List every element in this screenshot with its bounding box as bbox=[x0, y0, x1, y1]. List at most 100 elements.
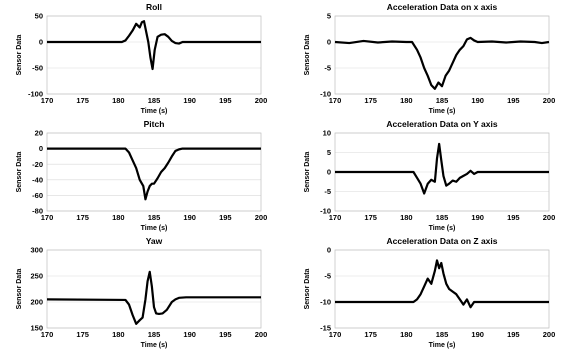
series-line bbox=[334, 36, 550, 90]
x-axis-label: Time (s) bbox=[429, 225, 456, 232]
x-tick-label: 185 bbox=[148, 96, 161, 105]
y-tick-label: -50 bbox=[32, 64, 43, 73]
x-axis-label: Time (s) bbox=[141, 225, 168, 232]
chart-svg: Roll -100 -50 0 50 170 175 180 185 190 195 200 Time … bbox=[16, 2, 268, 115]
y-tick-label: -20 bbox=[32, 160, 43, 169]
x-tick-label: 190 bbox=[183, 330, 196, 339]
y-tick-label: -40 bbox=[32, 175, 43, 184]
x-tick-label: 190 bbox=[471, 213, 484, 222]
chart-svg: Yaw 150 200 250 300 170 175 180 185 190 195 200 Time… bbox=[16, 236, 268, 349]
y-tick-label: 0 bbox=[39, 144, 43, 153]
chart-roll: Roll -100 -50 0 50 170 175 180 185 190 195 200 Time … bbox=[0, 0, 288, 117]
x-tick-label: 180 bbox=[400, 96, 413, 105]
y-tick-label: 10 bbox=[323, 129, 331, 138]
plot-area bbox=[46, 132, 262, 212]
series-line bbox=[335, 259, 549, 309]
y-axis-label: Sensor Data bbox=[16, 34, 23, 75]
x-tick-label: 180 bbox=[112, 213, 125, 222]
series-line bbox=[47, 147, 261, 201]
y-tick-label: 300 bbox=[30, 246, 43, 255]
y-tick-label: 200 bbox=[30, 298, 43, 307]
x-tick-label: 195 bbox=[507, 213, 520, 222]
series-line bbox=[335, 142, 549, 195]
y-tick-label: -100 bbox=[28, 90, 43, 99]
chart-title: Acceleration Data on Z axis bbox=[386, 236, 497, 246]
x-tick-label: 170 bbox=[329, 330, 342, 339]
y-tick-label: 50 bbox=[35, 12, 43, 21]
y-axis-label: Sensor Data bbox=[304, 268, 311, 309]
x-tick-label: 200 bbox=[255, 330, 268, 339]
x-tick-label: 185 bbox=[436, 213, 449, 222]
x-tick-label: 180 bbox=[112, 330, 125, 339]
y-axis-label: Sensor Data bbox=[304, 34, 311, 75]
chart-accel-y: Acceleration Data on Y axis -10 -5 0 5 10 170 1… bbox=[288, 117, 576, 234]
chart-svg: Acceleration Data on Y axis -10 -5 0 5 10 170 1… bbox=[304, 119, 556, 232]
x-tick-label: 170 bbox=[41, 96, 54, 105]
x-tick-label: 195 bbox=[507, 96, 520, 105]
x-tick-label: 170 bbox=[41, 330, 54, 339]
chart-svg: Pitch -80 -60 -40 -20 0 20 170 175 180 185 190 195 20… bbox=[16, 119, 267, 232]
y-tick-label: 0 bbox=[327, 168, 331, 177]
x-tick-label: 175 bbox=[364, 96, 377, 105]
x-tick-label: 185 bbox=[436, 330, 449, 339]
x-axis-label: Time (s) bbox=[141, 108, 168, 115]
x-tick-label: 195 bbox=[507, 330, 520, 339]
chart-title: Yaw bbox=[146, 236, 163, 246]
x-tick-label: 185 bbox=[148, 330, 161, 339]
x-axis-label: Time (s) bbox=[429, 342, 456, 349]
x-tick-label: 170 bbox=[329, 213, 342, 222]
chart-svg: Acceleration Data on x axis -10 -5 0 5 170 175… bbox=[304, 2, 556, 115]
y-tick-label: 5 bbox=[327, 12, 331, 21]
x-tick-label: 175 bbox=[364, 330, 377, 339]
x-axis-label: Time (s) bbox=[429, 108, 456, 115]
x-tick-label: 190 bbox=[471, 330, 484, 339]
x-tick-label: 200 bbox=[543, 330, 556, 339]
y-axis-label: Sensor Data bbox=[16, 268, 23, 309]
chart-title: Roll bbox=[146, 2, 162, 12]
x-tick-label: 190 bbox=[183, 96, 196, 105]
plot-area bbox=[46, 249, 262, 329]
x-tick-label: 180 bbox=[400, 213, 413, 222]
x-tick-label: 185 bbox=[148, 213, 161, 222]
y-tick-label: 20 bbox=[35, 129, 43, 138]
x-tick-label: 175 bbox=[76, 330, 89, 339]
y-tick-label: -10 bbox=[320, 298, 331, 307]
y-tick-label: 0 bbox=[327, 246, 331, 255]
chart-accel-z: Acceleration Data on Z axis -15 -10 -5 0 170 1… bbox=[288, 234, 576, 351]
x-tick-label: 200 bbox=[255, 96, 268, 105]
x-tick-label: 200 bbox=[543, 213, 556, 222]
x-tick-label: 170 bbox=[41, 213, 54, 222]
y-tick-label: 5 bbox=[327, 148, 331, 157]
y-tick-label: -10 bbox=[320, 207, 331, 216]
y-tick-label: -80 bbox=[32, 207, 43, 216]
y-tick-label: 0 bbox=[327, 38, 331, 47]
y-tick-label: -15 bbox=[320, 324, 331, 333]
x-tick-label: 190 bbox=[183, 213, 196, 222]
y-tick-label: 150 bbox=[30, 324, 43, 333]
chart-title: Acceleration Data on x axis bbox=[387, 2, 498, 12]
x-tick-label: 180 bbox=[112, 96, 125, 105]
y-axis-label: Sensor Data bbox=[16, 151, 23, 192]
x-tick-label: 190 bbox=[471, 96, 484, 105]
x-tick-label: 200 bbox=[543, 96, 556, 105]
plot-area bbox=[334, 249, 550, 329]
series-line bbox=[47, 20, 261, 71]
plot-area bbox=[334, 15, 550, 95]
x-tick-label: 170 bbox=[329, 96, 342, 105]
chart-svg: Acceleration Data on Z axis -15 -10 -5 0 170 1… bbox=[304, 236, 556, 349]
x-tick-label: 175 bbox=[76, 213, 89, 222]
y-tick-label: 0 bbox=[39, 38, 43, 47]
y-tick-label: -10 bbox=[320, 90, 331, 99]
chart-title: Pitch bbox=[144, 119, 165, 129]
x-tick-label: 195 bbox=[219, 96, 232, 105]
x-tick-label: 180 bbox=[400, 330, 413, 339]
plot-area bbox=[46, 15, 262, 95]
y-tick-label: -60 bbox=[32, 191, 43, 200]
chart-title: Acceleration Data on Y axis bbox=[386, 119, 497, 129]
x-tick-label: 195 bbox=[219, 330, 232, 339]
y-tick-label: -5 bbox=[324, 272, 331, 281]
x-tick-label: 175 bbox=[76, 96, 89, 105]
x-tick-label: 195 bbox=[219, 213, 232, 222]
x-tick-label: 175 bbox=[364, 213, 377, 222]
